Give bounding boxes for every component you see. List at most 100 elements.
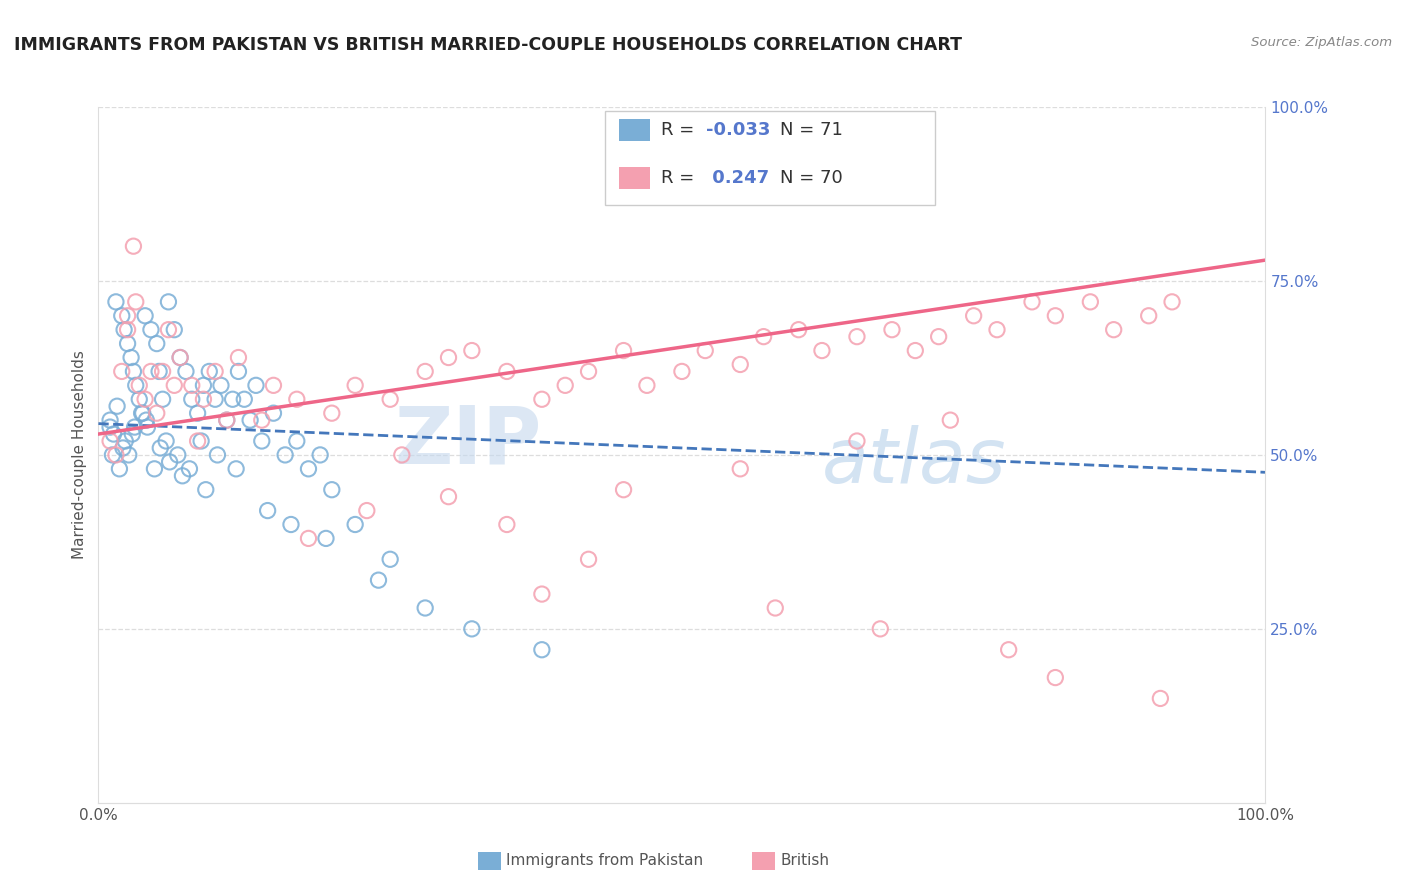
Point xyxy=(157,323,180,337)
Point xyxy=(1137,309,1160,323)
Point xyxy=(111,441,134,455)
Point xyxy=(122,239,145,253)
Point xyxy=(730,462,752,476)
Point xyxy=(904,343,927,358)
Point xyxy=(143,462,166,476)
Point xyxy=(962,309,984,323)
Point xyxy=(121,427,143,442)
Text: N = 71: N = 71 xyxy=(780,120,844,139)
Point xyxy=(846,329,869,343)
Point xyxy=(461,622,484,636)
Point xyxy=(117,323,139,337)
Point xyxy=(163,378,186,392)
Point xyxy=(98,413,121,427)
Point xyxy=(285,434,308,448)
Point xyxy=(1080,294,1102,309)
Point xyxy=(179,462,201,476)
Point xyxy=(262,406,284,420)
Point xyxy=(118,448,141,462)
Point xyxy=(139,323,162,337)
Point xyxy=(752,329,775,343)
Point xyxy=(413,364,436,378)
Point xyxy=(986,323,1008,337)
Point xyxy=(169,351,191,365)
Point xyxy=(152,364,174,378)
Point xyxy=(221,392,243,407)
Point xyxy=(194,483,217,497)
Point xyxy=(530,392,553,407)
Point xyxy=(297,532,319,546)
Point xyxy=(280,517,302,532)
Point xyxy=(174,364,197,378)
Point xyxy=(356,503,378,517)
Point xyxy=(869,622,891,636)
Point xyxy=(120,351,142,365)
Text: N = 70: N = 70 xyxy=(780,169,844,187)
Point xyxy=(134,309,156,323)
Point xyxy=(315,532,337,546)
Point xyxy=(578,364,600,378)
Point xyxy=(380,392,402,407)
Point xyxy=(1045,309,1067,323)
Point xyxy=(530,642,553,657)
Point xyxy=(413,601,436,615)
Point xyxy=(135,413,157,427)
Point xyxy=(730,358,752,372)
Point xyxy=(172,468,194,483)
Text: 0.247: 0.247 xyxy=(706,169,769,187)
Point xyxy=(297,462,319,476)
Text: atlas: atlas xyxy=(823,425,1007,499)
Point xyxy=(250,434,273,448)
Point xyxy=(612,343,634,358)
Point xyxy=(187,406,209,420)
Point xyxy=(215,413,238,427)
Point xyxy=(233,392,256,407)
Point xyxy=(228,351,250,365)
Point xyxy=(939,413,962,427)
Point xyxy=(125,378,148,392)
Point xyxy=(1161,294,1184,309)
Point xyxy=(117,309,139,323)
Point xyxy=(846,434,869,448)
Point xyxy=(880,323,903,337)
Point xyxy=(180,392,202,407)
Point xyxy=(928,329,950,343)
Point xyxy=(98,420,121,434)
Point xyxy=(496,517,519,532)
Point xyxy=(344,378,367,392)
Point xyxy=(1149,691,1171,706)
Point xyxy=(239,413,262,427)
Y-axis label: Married-couple Households: Married-couple Households xyxy=(72,351,87,559)
Point xyxy=(209,378,232,392)
Point xyxy=(155,434,177,448)
Point xyxy=(152,392,174,407)
Point xyxy=(695,343,717,358)
Point xyxy=(228,364,250,378)
Point xyxy=(554,378,576,392)
Point xyxy=(105,399,128,413)
Point xyxy=(114,434,136,448)
Point xyxy=(111,364,134,378)
Point xyxy=(125,294,148,309)
Point xyxy=(309,448,332,462)
Point xyxy=(187,434,209,448)
Point xyxy=(128,392,150,407)
Text: Source: ZipAtlas.com: Source: ZipAtlas.com xyxy=(1251,36,1392,49)
Point xyxy=(636,378,658,392)
Point xyxy=(344,517,367,532)
Point xyxy=(146,406,169,420)
Point xyxy=(578,552,600,566)
Point xyxy=(437,351,460,365)
Point xyxy=(134,392,156,407)
Text: -0.033: -0.033 xyxy=(706,120,770,139)
Point xyxy=(111,309,134,323)
Point xyxy=(997,642,1019,657)
Point xyxy=(149,441,172,455)
Point xyxy=(530,587,553,601)
Point xyxy=(811,343,834,358)
Point xyxy=(274,448,297,462)
Point xyxy=(671,364,693,378)
Point xyxy=(159,455,181,469)
Point xyxy=(104,294,127,309)
Point xyxy=(787,323,810,337)
